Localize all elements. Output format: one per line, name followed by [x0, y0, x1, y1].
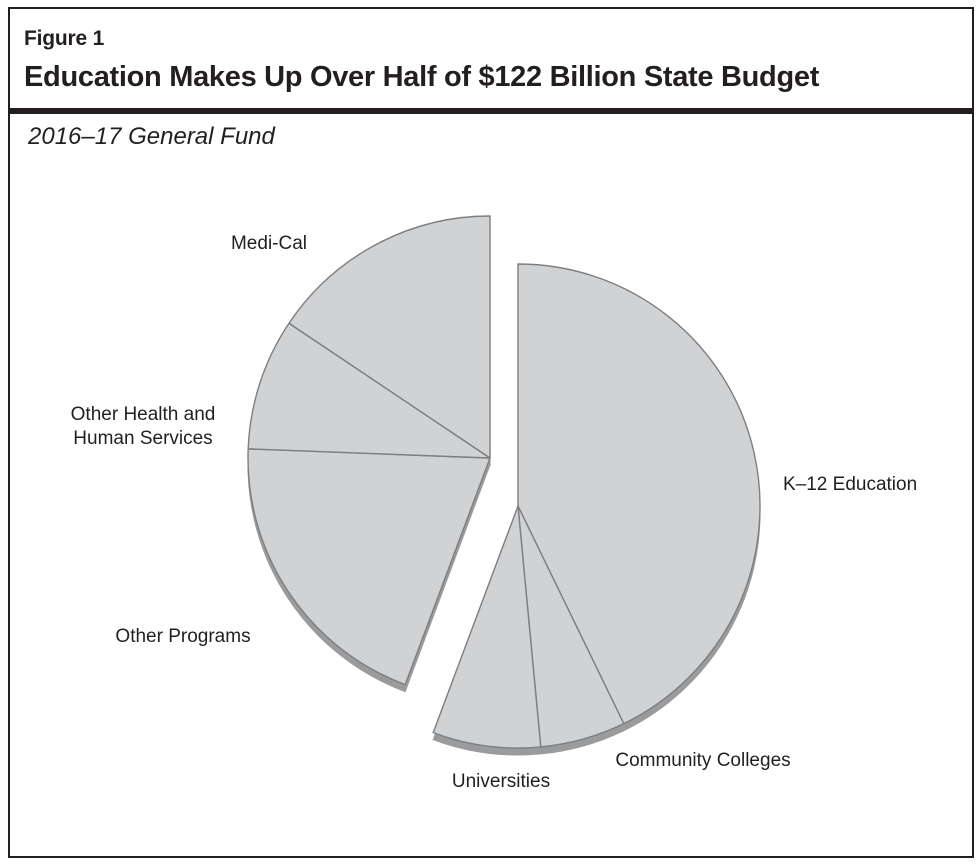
pie-face-layer	[247, 215, 761, 749]
pie-label-other-programs: Other Programs	[115, 626, 250, 647]
pie-label-line: Medi-Cal	[231, 233, 307, 254]
pie-label-line: Other Health and	[71, 404, 216, 425]
pie-label-universities: Universities	[452, 771, 550, 792]
pie-slice-other-health-and-human-services	[247, 322, 491, 459]
figure-label: Figure 1	[24, 27, 105, 50]
pie-slice-k-12-education	[517, 263, 761, 725]
pie-slice-universities	[432, 505, 542, 749]
pie-label-k-12-education: K–12 Education	[783, 474, 917, 495]
pie-label-line: Community Colleges	[615, 750, 790, 771]
pie-slice-medi-cal	[288, 215, 491, 459]
pie-label-line: Human Services	[73, 428, 212, 449]
title-rule	[10, 108, 972, 114]
pie-label-line: Other Programs	[115, 626, 250, 647]
figure-title: Education Makes Up Over Half of $122 Bil…	[24, 61, 820, 93]
chart-subtitle: 2016–17 General Fund	[28, 123, 275, 150]
pie-label-layer: K–12 Education Community Colleges Universi…	[71, 233, 918, 792]
pie-slice-other-programs	[247, 448, 491, 686]
pie-label-medi-cal: Medi-Cal	[231, 233, 307, 254]
pie-label-line: K–12 Education	[783, 474, 917, 495]
pie-label-line: Universities	[452, 771, 550, 792]
pie-label-other-health-and-human-services: Other Health and Human Services	[71, 404, 216, 449]
pie-label-community-colleges: Community Colleges	[615, 750, 790, 771]
